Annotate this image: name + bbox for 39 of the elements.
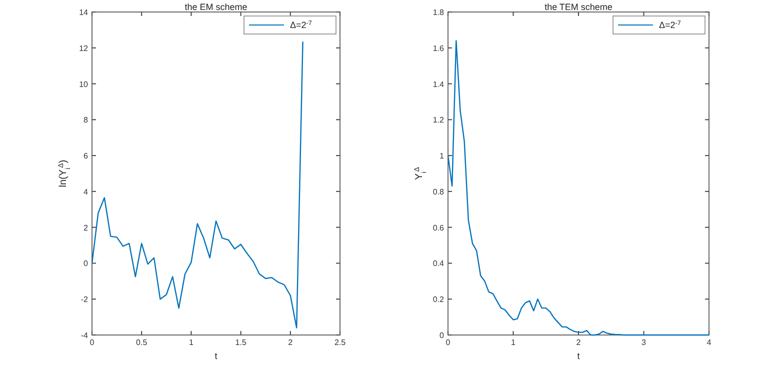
y-tick-label: 0.2	[432, 295, 445, 304]
chart-title: the EM scheme	[184, 2, 248, 12]
x-axis-title: t	[214, 351, 218, 361]
y-tick-label: 4	[84, 187, 89, 196]
x-tick-label: 1	[188, 338, 194, 347]
x-tick-label: 2.5	[334, 338, 346, 347]
x-tick-label: 1.5	[235, 338, 247, 347]
y-tick-label: 0	[84, 259, 89, 268]
x-tick-label: 2	[288, 338, 294, 347]
y-tick-label: 0.8	[432, 187, 445, 196]
y-tick-label: 6	[84, 152, 89, 161]
legend-label: Δ=2$^{-7}$	[290, 20, 312, 30]
y-tick-label: 0	[440, 331, 445, 340]
x-axis-title: t	[577, 351, 580, 361]
y-tick-label: 1.4	[432, 80, 445, 89]
y-tick-label: 1.6	[432, 44, 445, 53]
y-tick-label: 1	[440, 152, 445, 161]
legend-label: Δ=2$^{-7}$	[659, 20, 682, 30]
y-tick-label: -4	[80, 331, 89, 340]
x-tick-label: 3	[642, 338, 647, 347]
x-tick-label: 0.5	[136, 338, 148, 347]
y-tick-label: 0.6	[432, 223, 445, 232]
x-tick-label: 1	[511, 338, 516, 347]
x-tick-label: 0	[446, 338, 451, 347]
y-tick-label: 1.8	[432, 8, 445, 17]
x-tick-label: 0	[90, 338, 95, 347]
line-series	[91, 41, 304, 328]
y-tick-label: 8	[84, 116, 89, 125]
y-tick-label: 12	[79, 44, 89, 53]
y-tick-label: 2	[84, 223, 89, 232]
y-tick-label: 10	[79, 80, 89, 89]
chart-title: the TEM scheme	[544, 2, 612, 12]
y-tick-label: 1.2	[432, 116, 445, 125]
y-tick-label: 0.4	[432, 259, 445, 268]
y-tick-label: 14	[79, 8, 89, 17]
y-tick-label: -2	[80, 295, 89, 304]
x-tick-label: 4	[706, 338, 712, 347]
line-series	[447, 40, 710, 336]
x-tick-label: 2	[576, 338, 582, 347]
